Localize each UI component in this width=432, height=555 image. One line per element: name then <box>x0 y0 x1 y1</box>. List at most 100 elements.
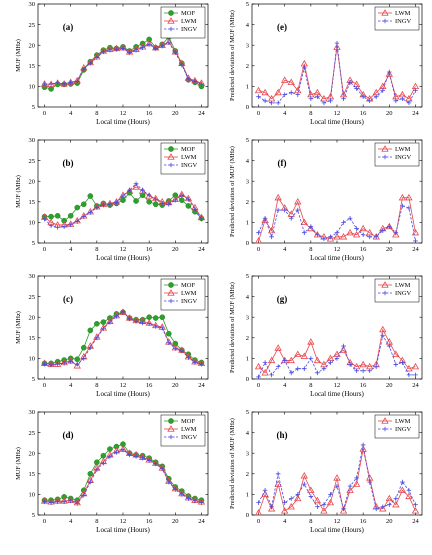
data-point-ingv <box>360 94 366 99</box>
data-point-lwm <box>326 498 335 506</box>
legend-label-lwm: LWM <box>395 418 411 425</box>
y-tick-label: 10 <box>29 356 36 363</box>
x-tick-label: 16 <box>146 518 153 525</box>
data-point-lwm <box>379 505 387 512</box>
y-tick-label: 20 <box>29 314 36 321</box>
x-tick-label: 24 <box>412 246 419 253</box>
data-point-mof <box>87 193 94 199</box>
x-tick-label: 12 <box>334 246 341 253</box>
data-point-mof <box>48 86 54 92</box>
data-point-ingv <box>269 372 274 378</box>
data-point-lwm <box>267 505 276 512</box>
x-tick-label: 12 <box>334 110 341 117</box>
data-point-lwm <box>313 496 322 504</box>
legend-marker-lwm <box>167 289 175 296</box>
data-point-mof <box>133 198 139 204</box>
data-point-ingv <box>308 224 314 229</box>
y-tick-label: 4 <box>246 22 250 29</box>
data-point-mof <box>165 330 172 337</box>
y-axis-label: MUF (MHz) <box>15 39 22 72</box>
data-point-mof <box>74 356 81 363</box>
data-point-mof <box>172 192 179 199</box>
data-point-ingv <box>288 215 294 221</box>
y-tick-label: 5 <box>246 137 249 144</box>
series-line-lwm <box>258 448 416 514</box>
legend-label-lwm: LWM <box>395 146 411 153</box>
x-tick-label: 16 <box>360 110 367 117</box>
data-point-ingv <box>42 499 47 505</box>
x-tick-label: 24 <box>198 382 205 389</box>
series-line-mof <box>44 311 202 364</box>
data-point-lwm <box>352 480 361 487</box>
data-point-ingv <box>275 364 281 369</box>
data-point-ingv <box>159 43 165 49</box>
data-point-ingv <box>74 361 80 367</box>
data-point-lwm <box>287 502 295 510</box>
data-point-ingv <box>114 314 119 319</box>
x-tick-label: 16 <box>360 382 367 389</box>
legend-label-mof: MOF <box>181 418 195 425</box>
data-point-ingv <box>88 345 93 350</box>
x-tick-label: 4 <box>283 110 287 117</box>
x-tick-label: 16 <box>360 518 367 525</box>
y-tick-label: 15 <box>29 63 36 70</box>
data-point-ingv <box>360 368 366 374</box>
data-point-ingv <box>387 343 392 349</box>
x-tick-label: 0 <box>257 518 260 525</box>
data-point-ingv <box>61 499 67 505</box>
data-point-ingv <box>406 372 412 378</box>
data-point-lwm <box>359 360 367 368</box>
data-point-ingv <box>94 55 100 60</box>
data-point-lwm <box>385 70 393 77</box>
legend-label-ingv: INGV <box>395 426 412 433</box>
data-point-ingv <box>393 98 399 104</box>
y-axis-label: Predicted deviation of MUF (MHz) <box>229 10 236 101</box>
data-point-ingv <box>295 366 301 371</box>
data-point-mof <box>87 470 94 477</box>
data-point-mof <box>146 36 152 43</box>
data-point-ingv <box>315 232 320 238</box>
data-point-mof <box>87 327 94 334</box>
data-point-ingv <box>186 355 191 360</box>
data-point-lwm <box>125 187 134 194</box>
data-point-ingv <box>288 370 294 376</box>
data-point-lwm <box>254 509 263 516</box>
legend-marker-ingv <box>168 162 174 168</box>
data-point-ingv <box>282 207 287 213</box>
legend-label-ingv: INGV <box>181 298 198 305</box>
data-point-lwm <box>359 445 367 452</box>
data-point-mof <box>61 494 67 500</box>
data-point-lwm <box>254 86 263 94</box>
data-point-ingv <box>321 366 327 371</box>
y-tick-label: 15 <box>29 199 36 206</box>
data-point-ingv <box>42 216 47 222</box>
data-point-ingv <box>360 232 366 238</box>
data-point-ingv <box>387 224 392 229</box>
data-point-lwm <box>287 356 295 364</box>
legend-label-lwm: LWM <box>181 426 197 433</box>
data-point-lwm <box>346 486 354 493</box>
data-point-ingv <box>179 492 185 497</box>
x-tick-label: 24 <box>412 382 419 389</box>
data-point-lwm <box>392 350 400 357</box>
data-point-ingv <box>88 210 93 215</box>
y-tick-label: 1 <box>246 220 249 227</box>
data-point-lwm <box>346 228 354 236</box>
data-point-ingv <box>179 62 185 68</box>
y-tick-label: 15 <box>29 335 36 342</box>
y-tick-label: 15 <box>29 471 36 478</box>
panel-label: (e) <box>277 22 287 32</box>
x-tick-label: 12 <box>120 246 127 253</box>
legend-label-ingv: INGV <box>181 434 198 441</box>
data-point-ingv <box>328 360 333 365</box>
legend-label-ingv: INGV <box>181 26 198 33</box>
data-point-ingv <box>120 46 126 51</box>
x-tick-label: 20 <box>386 246 393 253</box>
data-point-lwm <box>274 344 282 351</box>
x-tick-label: 8 <box>95 246 98 253</box>
x-tick-label: 0 <box>43 518 46 525</box>
chart-panel-1: 0 4 8 12 16 20 24 5 10 15 20 25 30 Local time (Hours)… <box>15 1 209 126</box>
legend-marker-lwm <box>381 9 389 16</box>
data-point-ingv <box>354 368 359 374</box>
